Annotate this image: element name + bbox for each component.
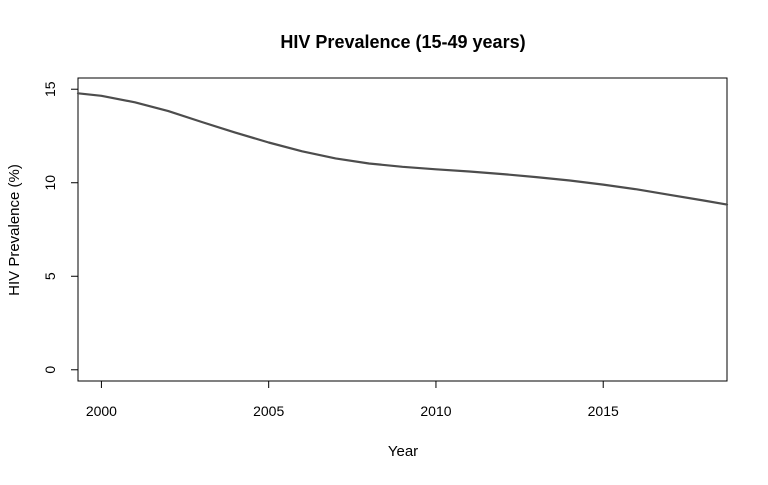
x-tick-label: 2015 — [588, 403, 619, 419]
y-axis: 0 5 10 15 — [42, 81, 78, 374]
y-tick-label: 0 — [42, 366, 58, 374]
y-tick-label: 5 — [42, 272, 58, 280]
y-tick-label: 15 — [42, 81, 58, 97]
chart-title: HIV Prevalence (15-49 years) — [280, 32, 525, 52]
series-line-0 — [76, 92, 729, 206]
x-tick-label: 2005 — [253, 403, 284, 419]
x-axis: 2000 2005 2010 2015 — [86, 381, 619, 419]
series-layer — [76, 92, 729, 206]
x-tick-label: 2010 — [420, 403, 451, 419]
y-axis-label: HIV Prevalence (%) — [6, 164, 23, 296]
x-tick-label: 2000 — [86, 403, 117, 419]
plot-frame — [77, 77, 728, 382]
x-axis-label: Year — [388, 443, 418, 460]
y-tick-label: 10 — [42, 175, 58, 191]
